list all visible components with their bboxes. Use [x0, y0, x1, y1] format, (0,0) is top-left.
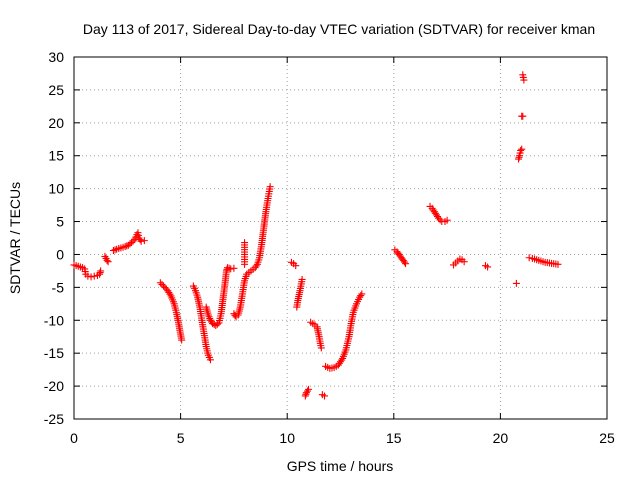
data-point	[512, 279, 520, 287]
y-tick-label: -10	[44, 312, 64, 328]
y-tick-label: -20	[44, 378, 64, 394]
y-tick-label: -15	[44, 345, 64, 361]
data-point	[321, 392, 329, 400]
data-point	[126, 240, 134, 248]
data-point	[165, 288, 173, 296]
y-tick-label: 20	[48, 115, 64, 131]
data-point	[205, 313, 213, 321]
data-point	[517, 146, 525, 154]
chart-title: Day 113 of 2017, Sidereal Day-to-day VTE…	[83, 21, 595, 37]
data-point	[338, 356, 346, 364]
data-point	[519, 112, 527, 120]
data-point	[121, 243, 129, 251]
y-tick-label: 15	[48, 148, 64, 164]
y-tick-label: 5	[56, 214, 64, 230]
data-point	[520, 76, 528, 84]
x-tick-labels: 0 5 10 15 20 25	[70, 430, 615, 446]
data-point	[554, 260, 562, 268]
data-point	[104, 258, 112, 266]
data-point	[84, 272, 92, 280]
y-tick-labels: -25 -20 -15 -10 -5 0 5 10 15 20 25 30	[44, 49, 64, 427]
data-point	[136, 236, 144, 244]
data-point	[156, 279, 164, 287]
x-tick-label: 15	[386, 430, 402, 446]
y-tick-label: -25	[44, 411, 64, 427]
axis-ticks	[73, 56, 608, 420]
data-point	[227, 265, 235, 273]
data-point	[303, 387, 311, 395]
data-point	[357, 292, 365, 300]
data-point	[166, 290, 174, 298]
data-point	[402, 260, 410, 268]
data-point	[178, 336, 186, 344]
data-point	[129, 237, 137, 245]
data-point	[266, 183, 274, 191]
data-point	[230, 264, 238, 272]
data-point	[206, 356, 214, 364]
data-point	[436, 216, 444, 224]
x-tick-label: 20	[493, 430, 509, 446]
data-point	[109, 247, 117, 255]
data-point	[128, 239, 136, 247]
data-point	[298, 275, 306, 283]
data-point	[460, 258, 468, 266]
data-point	[103, 256, 111, 264]
y-tick-label: 25	[48, 82, 64, 98]
data-point	[87, 273, 95, 281]
data-point	[484, 263, 492, 271]
data-point	[400, 258, 408, 266]
x-axis-label: GPS time / hours	[287, 458, 394, 474]
data-point	[206, 315, 214, 323]
data-point	[292, 262, 300, 270]
data-point	[443, 216, 451, 224]
data-point	[90, 272, 98, 280]
data-point	[241, 260, 249, 268]
y-tick-label: 10	[48, 181, 64, 197]
data-point	[164, 287, 172, 295]
data-point	[518, 145, 526, 153]
x-tick-label: 5	[177, 430, 185, 446]
y-tick-label: -5	[52, 279, 65, 295]
data-points	[70, 71, 562, 400]
x-tick-label: 10	[279, 430, 295, 446]
x-tick-label: 25	[599, 430, 615, 446]
plot-frame	[73, 56, 608, 420]
y-tick-label: 0	[56, 246, 64, 262]
data-point	[137, 237, 145, 245]
data-point	[213, 320, 221, 328]
data-point	[111, 246, 119, 254]
data-point	[204, 311, 212, 319]
data-point	[140, 237, 148, 245]
data-point	[305, 385, 313, 393]
data-point	[224, 264, 232, 272]
data-point	[317, 344, 325, 352]
y-tick-label: 30	[48, 49, 64, 65]
y-axis-label: SDTVAR / TECUs	[7, 182, 23, 294]
data-point	[435, 214, 443, 222]
data-point	[525, 254, 533, 262]
grid-lines	[74, 57, 607, 419]
data-point	[97, 267, 105, 275]
data-point	[358, 290, 366, 298]
data-point	[158, 280, 166, 288]
data-point	[252, 262, 260, 270]
x-tick-label: 0	[70, 430, 78, 446]
